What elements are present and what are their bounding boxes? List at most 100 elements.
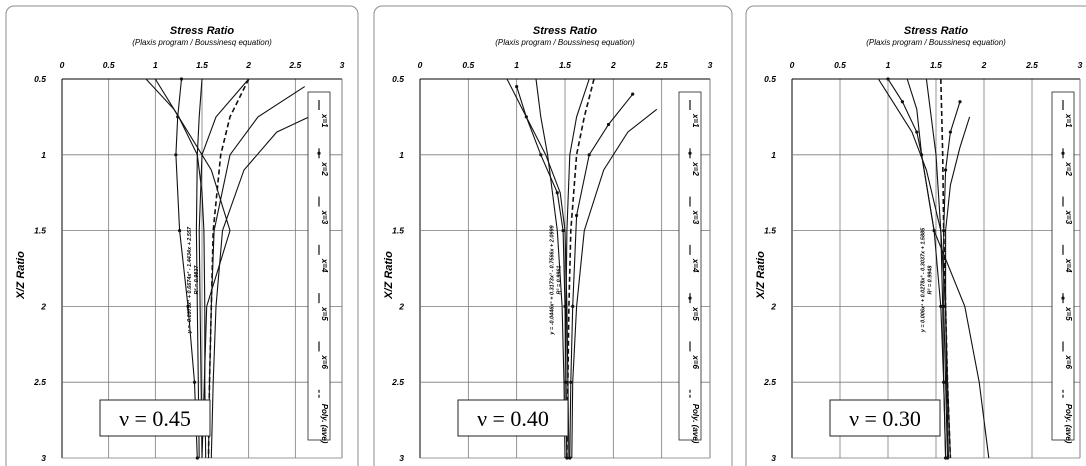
poisson-ratio-label: ν = 0.45 bbox=[119, 406, 191, 431]
series-point bbox=[948, 130, 953, 134]
series-line-3 bbox=[906, 78, 990, 459]
y-tick-label: 0.5 bbox=[34, 74, 46, 84]
series-point bbox=[900, 100, 905, 104]
poisson-ratio-label: ν = 0.40 bbox=[477, 406, 549, 431]
series-point bbox=[942, 304, 946, 308]
series-line-4 bbox=[565, 78, 590, 459]
chart-subtitle: (Plaxis program / Boussinesq equation) bbox=[495, 38, 635, 47]
y-tick-label: 2.5 bbox=[391, 377, 404, 387]
legend-marker bbox=[317, 151, 321, 155]
x-tick-label: 0.5 bbox=[834, 60, 846, 70]
chart-panel-2: Stress Ratio(Plaxis program / Boussinesq… bbox=[373, 5, 733, 466]
y-tick-label: 1.5 bbox=[34, 226, 46, 236]
x-tick-label: 0 bbox=[60, 60, 65, 70]
equation-line: R² = 0.9961 bbox=[555, 266, 562, 295]
series-point bbox=[174, 153, 178, 157]
x-tick-label: 3 bbox=[1078, 60, 1083, 70]
x-tick-label: 2.5 bbox=[1025, 60, 1038, 70]
series-point bbox=[958, 100, 962, 104]
series-point bbox=[944, 168, 948, 172]
series-point bbox=[186, 304, 190, 308]
series-line-3 bbox=[535, 78, 566, 459]
legend-marker bbox=[1061, 296, 1065, 300]
legend-entry: x=2 bbox=[320, 161, 329, 176]
y-tick-label: 3 bbox=[399, 453, 404, 463]
series-line-4 bbox=[198, 78, 250, 459]
x-tick-label: 1 bbox=[514, 60, 519, 70]
legend-box bbox=[307, 91, 331, 441]
x-tick-label: 1.5 bbox=[930, 60, 942, 70]
x-tick-label: 1.5 bbox=[559, 60, 571, 70]
y-tick-label: 1.5 bbox=[764, 226, 776, 236]
poisson-ratio-label: ν = 0.30 bbox=[849, 406, 921, 431]
legend-entry: x=4 bbox=[691, 258, 700, 273]
legend-marker bbox=[1061, 151, 1065, 155]
equation-line: y = -0.0446x⁴ + 0.3173x³ - 0.7566x + 2.0… bbox=[548, 224, 555, 335]
chart-subtitle: (Plaxis program / Boussinesq equation) bbox=[866, 38, 1006, 47]
series-point bbox=[178, 229, 182, 233]
trendline-equation: y = -0.0975x⁴ + 0.6674x³ - 1.4434x + 2.5… bbox=[186, 226, 200, 334]
poisson-ratio-box bbox=[829, 399, 941, 437]
x-tick-label: 1 bbox=[153, 60, 158, 70]
chart-panel-3: Stress Ratio(Plaxis program / Boussinesq… bbox=[745, 5, 1086, 466]
legend-entry: Poly. (ave) bbox=[320, 404, 329, 444]
chart-title: Stress Ratio bbox=[904, 25, 968, 37]
legend-entry: Poly. (ave) bbox=[691, 404, 700, 444]
legend-entry: x=5 bbox=[320, 306, 329, 321]
panel-frame bbox=[5, 5, 359, 466]
x-tick-label: 2 bbox=[245, 60, 251, 70]
y-tick-label: 3 bbox=[771, 453, 776, 463]
chart-title: Stress Ratio bbox=[170, 25, 234, 37]
y-tick-label: 2.5 bbox=[763, 377, 776, 387]
series-line-3 bbox=[195, 78, 203, 459]
x-tick-label: 0.5 bbox=[103, 60, 115, 70]
x-tick-label: 0 bbox=[790, 60, 795, 70]
chart-subtitle: (Plaxis program / Boussinesq equation) bbox=[132, 38, 272, 47]
legend-entry: x=3 bbox=[320, 210, 329, 225]
y-tick-label: 1 bbox=[41, 150, 46, 160]
trendline-equation: y = -0.0446x⁴ + 0.3173x³ - 0.7566x + 2.0… bbox=[548, 224, 562, 335]
x-tick-label: 3 bbox=[708, 60, 713, 70]
series-line-7 bbox=[207, 78, 250, 459]
series-line-6 bbox=[945, 116, 971, 459]
series-point bbox=[515, 84, 519, 89]
y-tick-label: 1 bbox=[399, 150, 404, 160]
x-tick-label: 1 bbox=[886, 60, 891, 70]
y-tick-label: 0.5 bbox=[764, 74, 776, 84]
series-line-6 bbox=[210, 111, 319, 459]
series-point bbox=[192, 380, 197, 384]
y-axis-label: X/Z Ratio bbox=[755, 251, 767, 300]
legend-entry: x=1 bbox=[1064, 113, 1073, 128]
panel-frame bbox=[745, 5, 1086, 466]
series-point bbox=[939, 304, 943, 308]
series-point bbox=[571, 304, 575, 308]
y-axis-label: X/Z Ratio bbox=[15, 251, 27, 300]
equation-line: R² = 0.9837 bbox=[193, 265, 200, 295]
series-line-5 bbox=[207, 86, 305, 459]
chart-panel-1: Stress Ratio(Plaxis program / Boussinesq… bbox=[5, 5, 359, 466]
legend-entry: x=6 bbox=[691, 354, 700, 369]
chart-title: Stress Ratio bbox=[533, 25, 597, 37]
x-tick-label: 0 bbox=[418, 60, 423, 70]
legend-entry: x=6 bbox=[1064, 354, 1073, 369]
y-tick-label: 2 bbox=[40, 301, 46, 311]
legend-entry: x=2 bbox=[1064, 161, 1073, 176]
series-point bbox=[915, 130, 919, 134]
series-line-6 bbox=[571, 108, 658, 459]
legend-marker bbox=[688, 151, 692, 155]
x-tick-label: 2.5 bbox=[655, 60, 668, 70]
legend-entry: x=5 bbox=[691, 306, 700, 321]
poisson-ratio-box bbox=[457, 399, 569, 437]
series-point bbox=[606, 122, 611, 127]
trendline-equation: y = 0.006x⁴ + 0.0278x³ - 0.3037x + 1.588… bbox=[919, 227, 933, 333]
y-tick-label: 2 bbox=[398, 301, 404, 311]
x-tick-label: 2 bbox=[981, 60, 987, 70]
series-point bbox=[587, 153, 591, 157]
series-line-8 bbox=[145, 78, 231, 459]
y-tick-label: 1 bbox=[771, 150, 776, 160]
x-tick-label: 1.5 bbox=[196, 60, 208, 70]
legend-box bbox=[678, 91, 702, 441]
y-tick-label: 0.5 bbox=[392, 74, 404, 84]
y-tick-label: 3 bbox=[41, 453, 46, 463]
legend-entry: x=3 bbox=[691, 210, 700, 225]
